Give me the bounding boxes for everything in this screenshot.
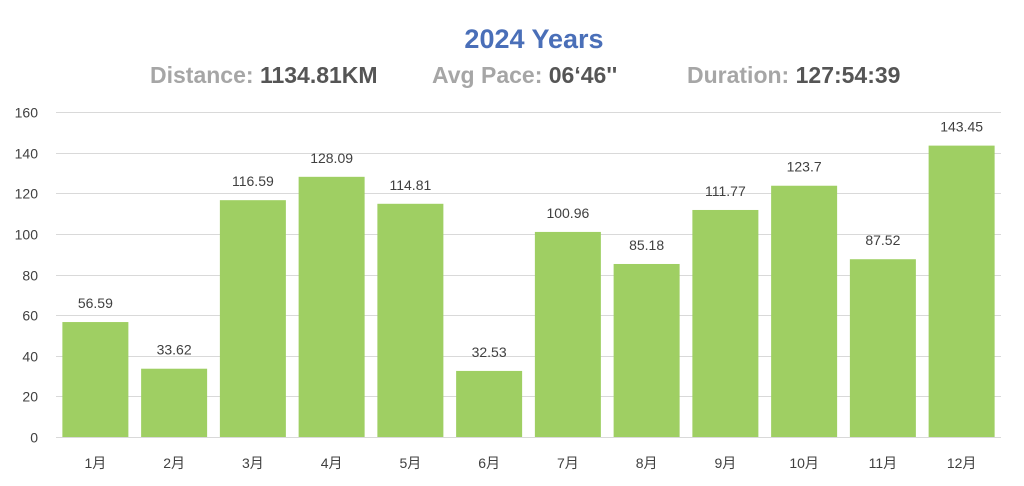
bar-value-label: 100.96 bbox=[546, 205, 589, 221]
x-tick-label: 2月 bbox=[163, 455, 185, 471]
x-tick-label: 9月 bbox=[714, 455, 736, 471]
gridlines bbox=[56, 112, 1001, 438]
bar-3 bbox=[219, 200, 286, 437]
y-tick-label: 140 bbox=[15, 146, 39, 162]
x-tick-label: 12月 bbox=[947, 455, 977, 471]
data-labels: 56.59 33.62 116.59 128.09 114.81 32.53 100.96 8… bbox=[78, 119, 983, 360]
bar-8 bbox=[613, 263, 680, 437]
bar-value-label: 56.59 bbox=[78, 295, 113, 311]
x-tick-label: 3月 bbox=[242, 455, 264, 471]
x-tick-label: 6月 bbox=[478, 455, 500, 471]
bar-5 bbox=[377, 203, 444, 437]
bar-10 bbox=[771, 185, 838, 437]
y-axis-ticks: 0 20 40 60 80 100 120 140 160 bbox=[15, 105, 39, 446]
y-tick-label: 120 bbox=[15, 186, 39, 202]
x-tick-label: 5月 bbox=[399, 455, 421, 471]
bar-7 bbox=[534, 231, 601, 437]
summary-stats: Distance: 1134.81KM Avg Pace: 06‘46'' Du… bbox=[0, 62, 1024, 96]
bars bbox=[62, 145, 995, 437]
bar-9 bbox=[692, 209, 759, 437]
bar-value-label: 123.7 bbox=[787, 159, 822, 175]
x-tick-label: 11月 bbox=[869, 455, 898, 471]
x-axis-ticks: 1月 2月 3月 4月 5月 6月 7月 8月 9月 10月 11月 12月 bbox=[84, 455, 976, 471]
duration-value: 127:54:39 bbox=[795, 62, 901, 88]
pace-label: Avg Pace: bbox=[432, 62, 543, 88]
bar-value-label: 111.77 bbox=[705, 183, 746, 199]
x-tick-label: 7月 bbox=[557, 455, 579, 471]
bar-value-label: 87.52 bbox=[865, 232, 900, 248]
x-tick-label: 10月 bbox=[789, 455, 819, 471]
bar-value-label: 116.59 bbox=[232, 173, 274, 189]
bar-11 bbox=[849, 259, 916, 437]
pace-value: 06‘46'' bbox=[548, 62, 618, 88]
chart-title: 2024 Years bbox=[464, 24, 604, 54]
bar-value-label: 33.62 bbox=[157, 342, 192, 358]
duration-label: Duration: bbox=[687, 62, 790, 88]
bar-6 bbox=[456, 370, 523, 437]
y-tick-label: 40 bbox=[22, 349, 38, 365]
y-tick-label: 60 bbox=[22, 308, 38, 324]
x-tick-label: 8月 bbox=[636, 455, 658, 471]
bar-value-label: 114.81 bbox=[389, 177, 431, 193]
y-tick-label: 0 bbox=[30, 430, 38, 446]
duration-stat: Duration: 127:54:39 bbox=[687, 62, 900, 89]
y-tick-label: 160 bbox=[15, 105, 39, 121]
bar-2 bbox=[141, 368, 208, 437]
bar-value-label: 143.45 bbox=[940, 119, 983, 135]
bar-1 bbox=[62, 322, 129, 437]
y-tick-label: 80 bbox=[22, 268, 38, 284]
pace-stat: Avg Pace: 06‘46'' bbox=[432, 62, 617, 89]
y-tick-label: 20 bbox=[22, 389, 38, 405]
bar-value-label: 85.18 bbox=[629, 237, 664, 253]
bar-value-label: 32.53 bbox=[472, 344, 507, 360]
bar-4 bbox=[298, 176, 365, 437]
distance-stat: Distance: 1134.81KM bbox=[150, 62, 378, 89]
distance-label: Distance: bbox=[150, 62, 254, 88]
x-tick-label: 4月 bbox=[321, 455, 343, 471]
y-tick-label: 100 bbox=[15, 227, 39, 243]
x-tick-label: 1月 bbox=[84, 455, 106, 471]
bar-value-label: 128.09 bbox=[310, 150, 353, 166]
distance-value: 1134.81KM bbox=[259, 62, 378, 88]
bar-12 bbox=[928, 145, 995, 437]
